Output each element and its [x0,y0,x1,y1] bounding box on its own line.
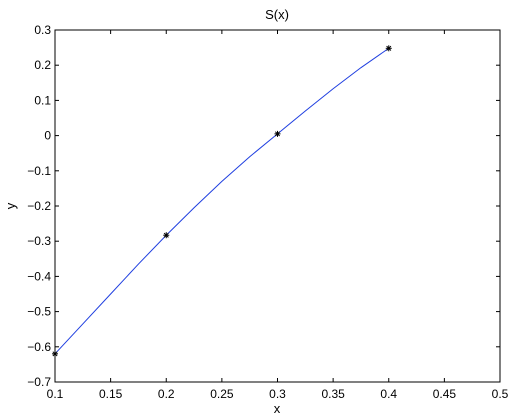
data-point-marker [52,350,58,357]
y-tick-label: −0.7 [27,375,51,389]
y-tick-label: 0.2 [34,58,51,72]
x-tick-label: 0.5 [492,387,509,401]
series-line [54,47,390,355]
data-point-marker [274,130,281,137]
y-tick-label: 0.1 [34,93,51,107]
y-tick-label: −0.4 [27,269,51,283]
chart-title: S(x) [265,7,289,22]
x-tick-label: 0.3 [269,387,286,401]
y-tick-label: 0.3 [34,23,51,37]
y-tick-label: 0 [44,129,51,143]
x-axis-title: x [274,401,281,416]
axis-ticks: 0.1 0.15 0.2 0.25 0.3 0.35 0.4 0.45 0.5 −0.7 −0.6 −… [27,23,508,401]
y-tick-label: −0.3 [27,234,51,248]
y-tick-label: −0.1 [27,164,51,178]
series-layer [52,45,392,357]
x-tick-label: 0.45 [433,387,457,401]
y-tick-label: −0.5 [27,305,51,319]
x-tick-label: 0.4 [380,387,397,401]
x-tick-label: 0.25 [210,387,234,401]
x-tick-label: 0.2 [158,387,175,401]
x-tick-label: 0.15 [99,387,123,401]
x-tick-label: 0.1 [47,387,64,401]
x-tick-label: 0.35 [321,387,345,401]
plot-area [54,29,501,383]
y-tick-label: −0.6 [27,340,51,354]
y-tick-label: −0.2 [27,199,51,213]
data-point-marker [385,45,392,52]
y-axis-title: y [3,202,18,209]
data-point-marker [163,232,170,239]
